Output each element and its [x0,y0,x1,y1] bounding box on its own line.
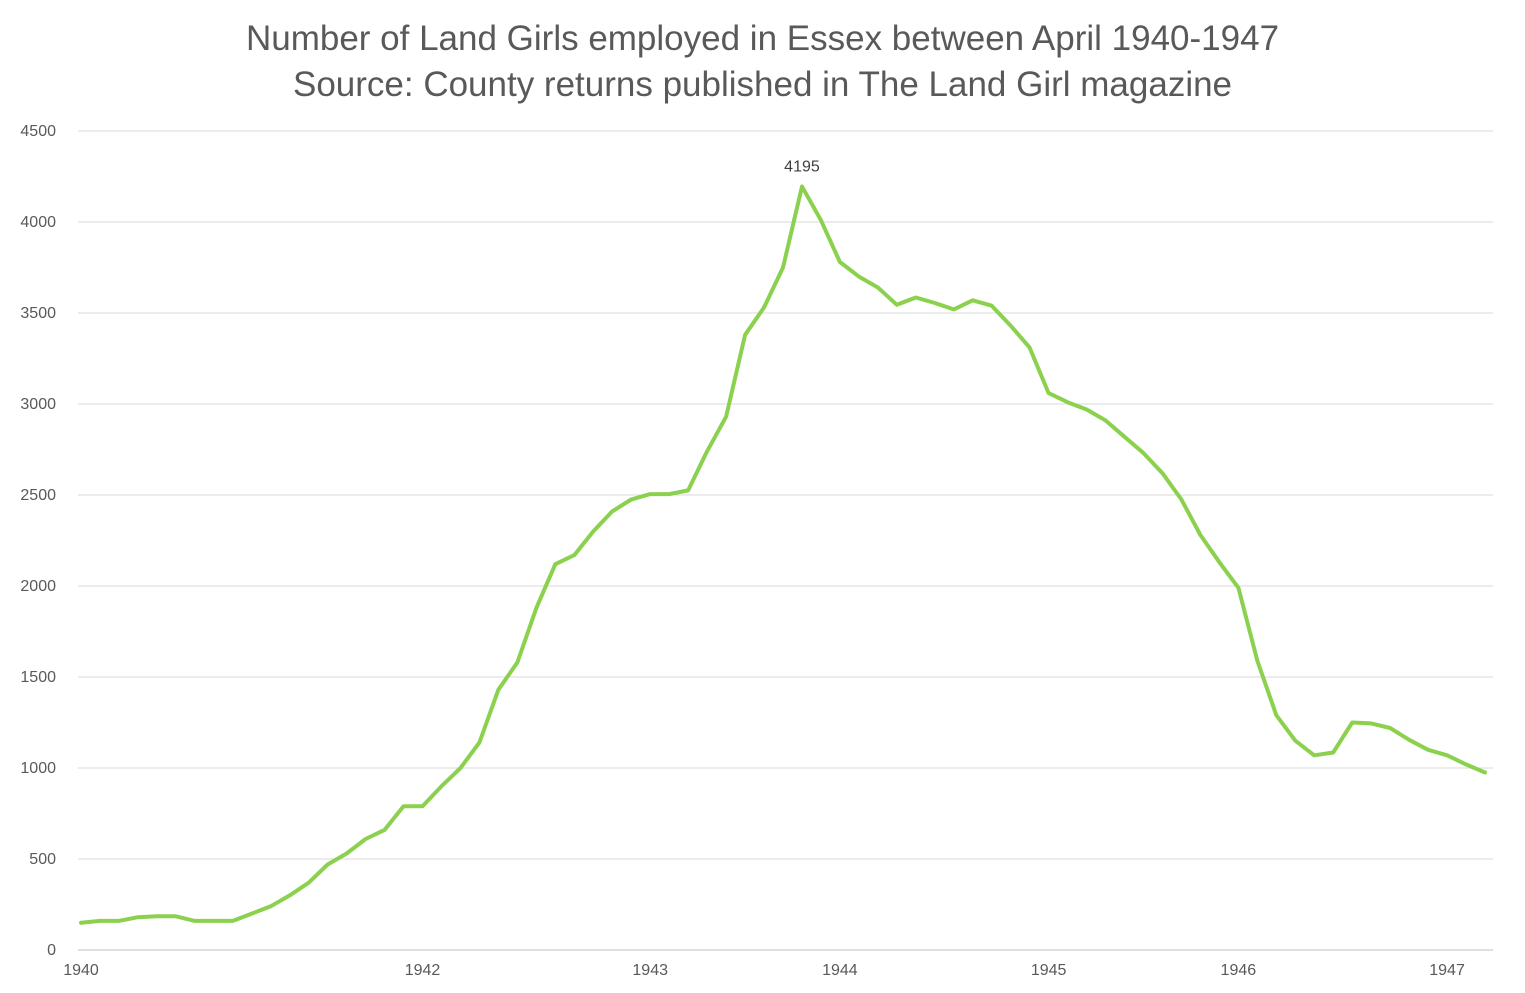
data-labels: 4195 [784,159,820,176]
y-tick-label: 4500 [20,123,56,140]
x-axis-ticks: 1940 1942 1943 1944 1945 1946 1947 [63,962,1465,979]
data-label: 4195 [784,159,820,176]
x-tick-label: 1945 [1031,962,1067,979]
x-tick-label: 1944 [822,962,858,979]
chart-title-block: Number of Land Girls employed in Essex b… [0,16,1525,108]
x-tick-label: 1940 [63,962,99,979]
x-tick-label: 1947 [1429,962,1465,979]
gridlines [78,130,1493,951]
y-tick-label: 1000 [20,760,56,777]
chart-subtitle: Source: County returns published in The … [292,65,1233,104]
y-tick-label: 4000 [20,214,56,231]
y-tick-label: 500 [29,851,56,868]
y-axis-ticks: 0 500 1000 1500 2000 2500 3000 3500 4000 4500 [20,123,56,959]
x-tick-label: 1946 [1221,962,1257,979]
y-tick-label: 2500 [20,487,56,504]
x-tick-label: 1942 [405,962,441,979]
x-tick-label: 1943 [632,962,668,979]
y-tick-label: 0 [47,942,56,959]
series-line [79,184,1487,925]
series-layer [79,184,1487,925]
y-tick-label: 2000 [20,578,56,595]
y-tick-label: 1500 [20,669,56,686]
chart-title: Number of Land Girls employed in Essex b… [245,19,1280,58]
y-tick-label: 3000 [20,396,56,413]
y-tick-label: 3500 [20,305,56,322]
